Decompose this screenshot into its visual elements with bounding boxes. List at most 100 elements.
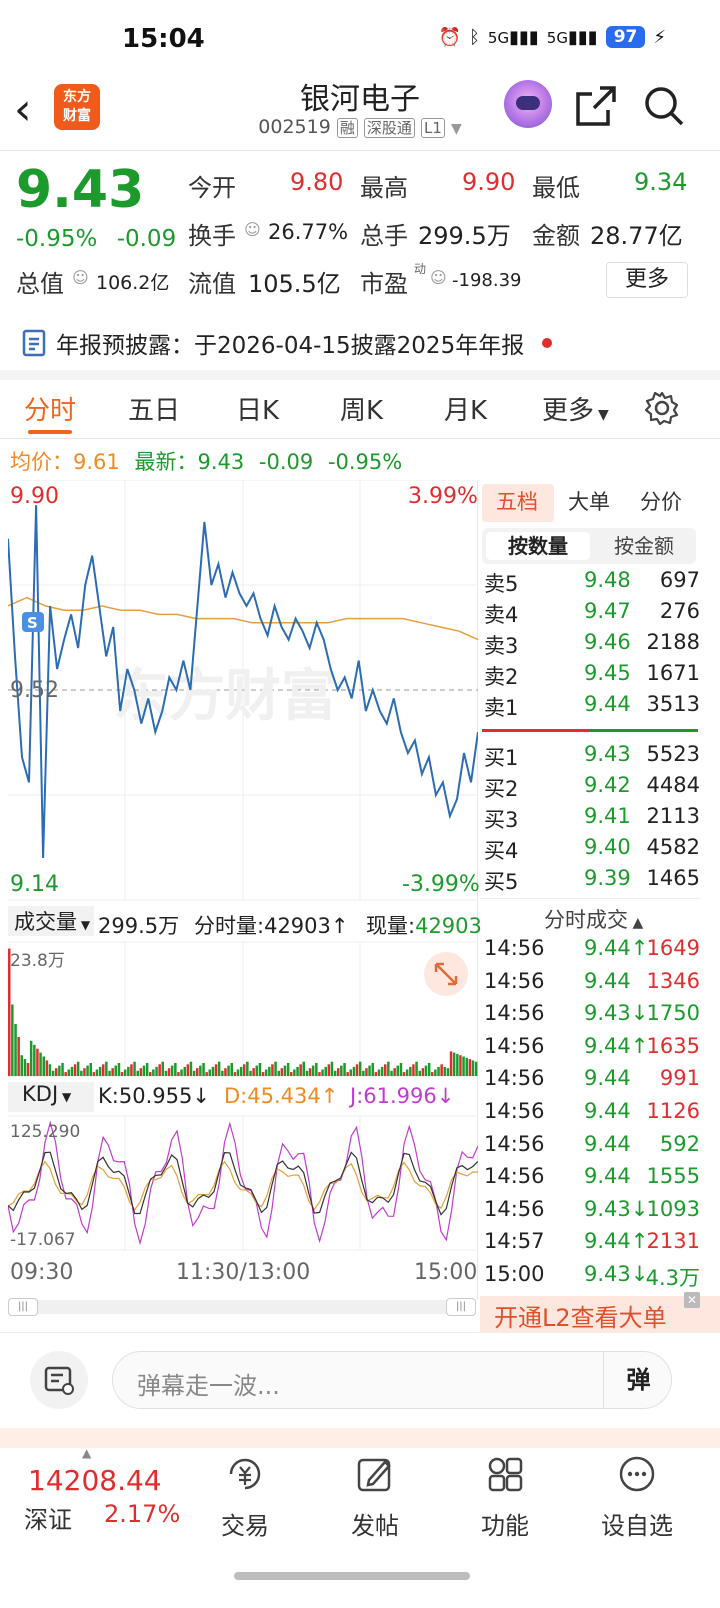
time-end: 15:00 xyxy=(414,1260,478,1285)
volume-bar xyxy=(83,1068,86,1076)
back-button[interactable]: ‹ xyxy=(14,84,32,135)
nav-post[interactable]: 发帖 xyxy=(330,1454,420,1541)
promo-strip xyxy=(0,1428,720,1448)
turnover-label: 换手 xyxy=(188,222,236,250)
info-icon[interactable]: ☺ xyxy=(72,268,89,287)
tab-intraday[interactable]: 分时 xyxy=(24,396,77,426)
toggle-by-amount[interactable]: 按金额 xyxy=(614,534,674,558)
info-icon[interactable]: ☺ xyxy=(244,220,261,239)
kdj-j-line xyxy=(8,1120,478,1246)
tab-monthly-k[interactable]: 月K xyxy=(444,396,488,426)
chart-scrollbar[interactable]: ||| ||| xyxy=(8,1298,476,1316)
annual-report-notice[interactable]: 年报预披露：于2026-04-15披露2025年年报 xyxy=(22,326,553,360)
trade-row: 14:56 9.44 1346 xyxy=(480,969,700,1001)
bid-row[interactable]: 买3 9.41 2113 xyxy=(480,804,700,834)
more-stats-button[interactable]: 更多 xyxy=(606,262,688,298)
nav-add-watchlist-label: 设自选 xyxy=(601,1512,673,1540)
tab-more[interactable]: 更多 ▼ xyxy=(542,390,609,427)
intraday-chart[interactable]: 东方财富 S xyxy=(8,480,478,1300)
volume-bar xyxy=(261,1072,265,1076)
volume-bar xyxy=(249,1070,252,1076)
trade-row: 14:57 9.44↑ 2131 xyxy=(480,1229,700,1261)
trade-row: 14:56 9.43↓ 1093 xyxy=(480,1197,700,1229)
danmu-input[interactable]: 弹幕走一波... 弹 xyxy=(112,1351,672,1409)
volume-bar xyxy=(246,1061,249,1076)
scroll-handle-left[interactable]: ||| xyxy=(8,1298,38,1316)
scroll-handle-right[interactable]: ||| xyxy=(446,1298,476,1316)
amount-value: 28.77亿 xyxy=(590,222,683,250)
volume-bar xyxy=(311,1065,315,1076)
nav-add-watchlist[interactable]: 设自选 xyxy=(592,1454,682,1541)
volume-bar xyxy=(396,1065,399,1076)
volume-bar xyxy=(264,1069,268,1076)
volume-indicator-select[interactable]: 成交量 ▼ xyxy=(8,906,94,936)
volume-bar xyxy=(224,1068,227,1076)
trade-qty: 1093 xyxy=(646,1196,700,1221)
close-icon[interactable]: ✕ xyxy=(684,1292,700,1308)
volume-bar xyxy=(158,1064,161,1076)
volume-bar xyxy=(61,1063,64,1076)
settings-gear-icon[interactable] xyxy=(644,390,680,426)
volume-bar xyxy=(280,1068,284,1076)
volume-bar xyxy=(136,1070,139,1076)
signal2-icon: 5G▮▮▮ xyxy=(546,26,598,48)
ask-row[interactable]: 卖1 9.44 3513 xyxy=(480,692,700,722)
tab-price-dist[interactable]: 分价 xyxy=(640,490,682,514)
trade-qty: 1649 xyxy=(646,936,700,960)
tab-five-day[interactable]: 五日 xyxy=(128,396,181,426)
trade-qty: 592 xyxy=(659,1131,700,1156)
kdj-indicator-select[interactable]: KDJ ▼ xyxy=(8,1082,94,1112)
tab-big-orders[interactable]: 大单 xyxy=(568,490,610,514)
nav-functions[interactable]: 功能 xyxy=(460,1454,550,1541)
latest-pct: -0.95% xyxy=(327,450,403,474)
bid-row[interactable]: 买2 9.42 4484 xyxy=(480,773,700,803)
danmu-toggle-button[interactable]: 弹 xyxy=(603,1352,673,1408)
toggle-by-quantity[interactable]: 按数量 xyxy=(486,532,590,560)
volume-bar xyxy=(243,1064,246,1076)
volume-bar xyxy=(20,1055,23,1076)
tab-weekly-k[interactable]: 周K xyxy=(340,396,384,426)
share-icon[interactable] xyxy=(574,84,618,128)
nav-trade[interactable]: 交易 xyxy=(200,1454,290,1541)
volume-bar xyxy=(465,1057,468,1076)
volume-bar xyxy=(205,1072,208,1076)
index-name[interactable]: 深证 xyxy=(24,1506,72,1534)
ai-assistant-avatar[interactable] xyxy=(504,80,552,128)
avg-label: 均价： xyxy=(10,450,73,474)
caret-down-icon: ▼ xyxy=(58,1090,72,1104)
volume-bar xyxy=(252,1068,255,1076)
info-icon[interactable]: ☺ xyxy=(430,268,447,287)
search-icon[interactable] xyxy=(642,84,686,128)
chevron-down-icon[interactable]: ▼ xyxy=(450,121,462,137)
volume-label: 总手 xyxy=(360,222,408,250)
change-pct: -0.95% xyxy=(16,226,98,252)
trades-title[interactable]: 分时成交 ▲ xyxy=(544,904,643,934)
index-value[interactable]: 14208.44 xyxy=(28,1464,162,1497)
connect-tag: 深股通 xyxy=(363,118,415,138)
bid-row[interactable]: 买5 9.39 1465 xyxy=(480,866,700,896)
trades-title-label: 分时成交 xyxy=(544,908,628,932)
ask-row[interactable]: 卖4 9.47 276 xyxy=(480,599,700,629)
volume-bar xyxy=(296,1066,299,1076)
comment-list-button[interactable] xyxy=(30,1351,88,1409)
brand-logo[interactable]: 东方 财富 xyxy=(54,84,100,130)
tab-five-level[interactable]: 五档 xyxy=(496,490,538,514)
volume-bar xyxy=(283,1065,287,1076)
volume-bar xyxy=(362,1070,365,1076)
volume-bar xyxy=(258,1063,262,1076)
ask-row[interactable]: 卖5 9.48 697 xyxy=(480,568,700,598)
ask-row[interactable]: 卖3 9.46 2188 xyxy=(480,630,700,660)
tab-daily-k[interactable]: 日K xyxy=(236,396,280,426)
volume-bar xyxy=(239,1066,243,1076)
bid-row[interactable]: 买4 9.40 4582 xyxy=(480,835,700,865)
index-pct[interactable]: 2.17% xyxy=(104,1500,181,1528)
volume-bar xyxy=(111,1068,114,1076)
bid-row[interactable]: 买1 9.43 5523 xyxy=(480,742,700,772)
current-volume-label: 现量: xyxy=(366,914,416,938)
ask-row[interactable]: 卖2 9.45 1671 xyxy=(480,661,700,691)
s-badge[interactable] xyxy=(22,612,44,632)
bid-level-label: 买4 xyxy=(484,839,519,863)
l2-banner[interactable]: 开通L2查看大单 ✕ xyxy=(480,1292,720,1332)
volume-bar xyxy=(236,1069,240,1076)
high-label: 最高 xyxy=(360,174,408,202)
